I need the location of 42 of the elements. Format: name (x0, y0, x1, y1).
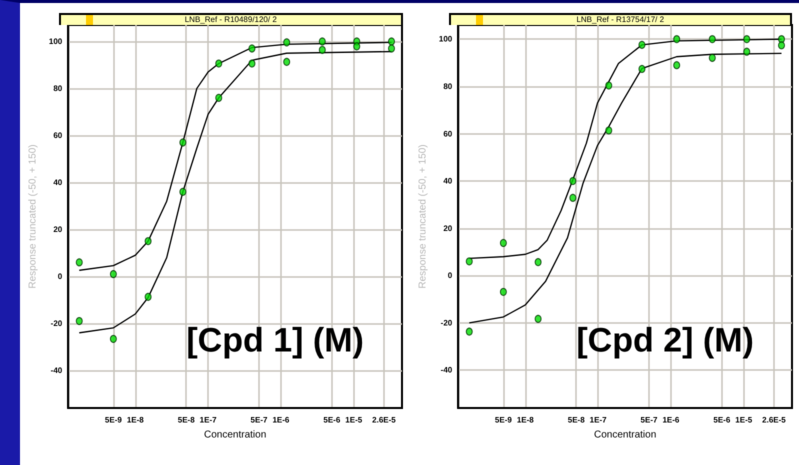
y-tick-label: 40 (442, 176, 452, 186)
x-tick-label: 5E-9 (104, 416, 122, 424)
y-tick-label: 60 (442, 129, 452, 138)
x-tick-label: 5E-7 (250, 416, 268, 424)
x-tick-label: 5E-6 (712, 416, 730, 424)
y-tick-label: 80 (442, 82, 452, 91)
x-tick-label: 5E-9 (494, 416, 512, 424)
x-tick-label: 1E-6 (662, 416, 680, 424)
y-tick-label: 0 (58, 272, 63, 281)
x-tick-label: 1E-5 (345, 416, 363, 424)
y-tick-label: -40 (50, 366, 63, 375)
x-tick-label: 1E-8 (126, 416, 144, 424)
x-tick-label: 5E-7 (640, 416, 658, 424)
x-tick-label: 5E-8 (567, 416, 585, 424)
y-tick-label: -20 (50, 318, 63, 328)
annotation: [Cpd 1] (M) (186, 322, 364, 360)
y-tick-label: 40 (53, 178, 63, 187)
x-tick-label: 5E-8 (178, 416, 196, 424)
y-tick-label: 60 (53, 130, 63, 140)
y-tick-label: -40 (440, 366, 452, 375)
y-tick-label: 20 (442, 224, 452, 233)
x-tick-label: 2.6E-5 (762, 416, 786, 424)
chart-title: LNB_Ref - R10489/120/ 2 (59, 13, 402, 25)
x-axis-title: Concentration (204, 430, 266, 440)
y-tick-label: 20 (53, 224, 63, 234)
y-tick-label: 0 (447, 271, 452, 280)
x-tick-label: 1E-5 (734, 416, 752, 424)
y-tick-label: 100 (48, 36, 63, 46)
x-tick-label: 1E-8 (516, 416, 534, 424)
chart-title: LNB_Ref - R13754/17/ 2 (448, 13, 792, 25)
y-axis-title: Response truncated (-50, + 150) (28, 144, 38, 289)
x-tick-label: 1E-7 (589, 416, 607, 424)
x-axis-title: Concentration (593, 430, 656, 440)
x-tick-label: 2.6E-5 (372, 416, 396, 424)
y-tick-label: 80 (53, 84, 63, 93)
annotation: [Cpd 2] (M) (576, 322, 754, 360)
y-tick-label: -20 (440, 318, 452, 328)
x-tick-label: 5E-6 (323, 416, 341, 424)
x-tick-label: 1E-7 (200, 416, 218, 424)
y-tick-label: 100 (438, 34, 452, 44)
y-axis-title: Response truncated (-50, + 150) (417, 144, 428, 289)
x-tick-label: 1E-6 (272, 416, 290, 424)
